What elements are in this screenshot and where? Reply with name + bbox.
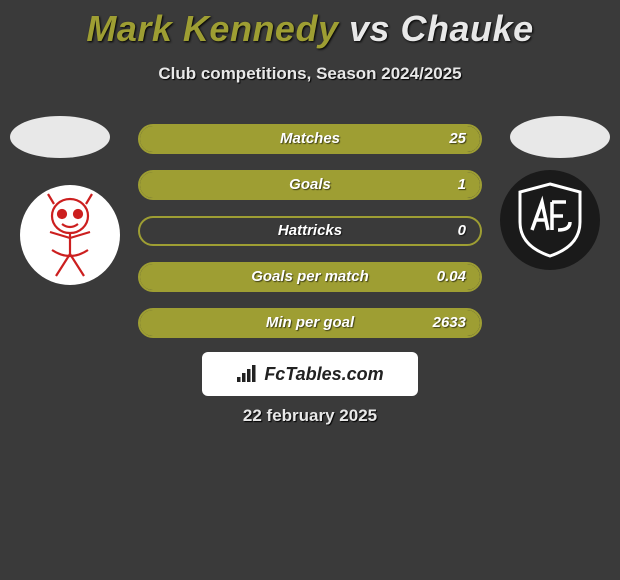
stat-value-right: 25 <box>449 126 466 152</box>
player2-photo-placeholder <box>510 116 610 158</box>
watermark-text: FcTables.com <box>264 364 383 385</box>
stat-value-right: 0.04 <box>437 264 466 290</box>
chart-icon <box>236 365 258 383</box>
player2-name: Chauke <box>401 8 534 49</box>
vs-separator: vs <box>349 8 390 49</box>
stat-value-right: 0 <box>458 218 466 244</box>
afc-shield-icon <box>508 178 592 262</box>
player2-club-badge <box>500 170 600 270</box>
lincoln-imp-icon <box>32 190 108 280</box>
date-label: 22 february 2025 <box>243 406 377 426</box>
stat-row: Goals 1 <box>138 170 482 200</box>
player1-photo-placeholder <box>10 116 110 158</box>
stat-row: Min per goal 2633 <box>138 308 482 338</box>
stat-row: Matches 25 <box>138 124 482 154</box>
stats-container: Matches 25 Goals 1 Hattricks 0 Goals per match… <box>138 124 482 354</box>
stat-value-right: 2633 <box>433 310 466 336</box>
player1-name: Mark Kennedy <box>86 8 338 49</box>
stat-label: Matches <box>280 126 340 152</box>
stat-row: Hattricks 0 <box>138 216 482 246</box>
stat-label: Min per goal <box>266 310 354 336</box>
stat-label: Goals <box>289 172 331 198</box>
stat-row: Goals per match 0.04 <box>138 262 482 292</box>
subtitle: Club competitions, Season 2024/2025 <box>0 64 620 84</box>
stat-label: Goals per match <box>251 264 369 290</box>
stat-value-right: 1 <box>458 172 466 198</box>
player1-club-badge <box>20 185 120 285</box>
comparison-title: Mark Kennedy vs Chauke <box>0 0 620 50</box>
stat-label: Hattricks <box>278 218 342 244</box>
watermark: FcTables.com <box>202 352 418 396</box>
